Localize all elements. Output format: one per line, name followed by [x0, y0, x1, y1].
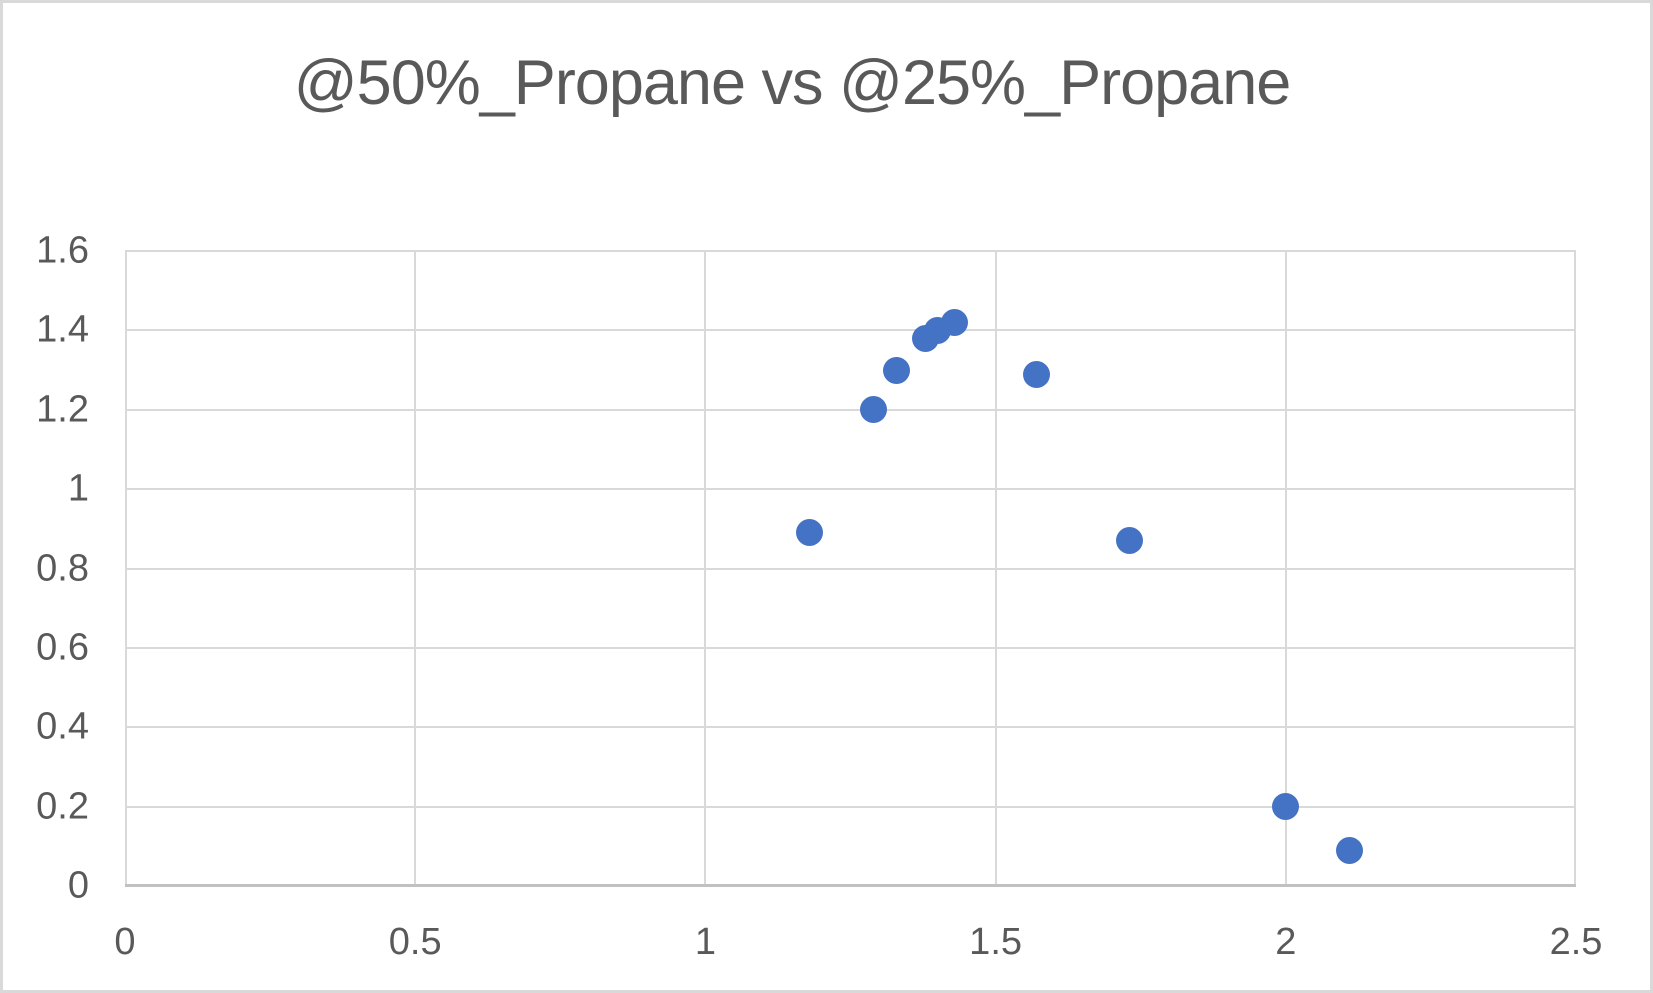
gridline-horizontal [125, 408, 1576, 411]
gridline-horizontal [125, 329, 1576, 332]
gridline-horizontal [125, 488, 1576, 491]
data-point [1115, 527, 1143, 555]
y-tick-label: 1.2 [36, 388, 89, 431]
x-tick-label: 2 [1275, 921, 1297, 963]
data-point [1336, 836, 1364, 864]
x-tick-label: 1 [694, 921, 716, 963]
gridline-horizontal [125, 726, 1576, 729]
gridline-horizontal [125, 250, 1576, 252]
data-point [1022, 360, 1050, 388]
data-point [860, 396, 888, 424]
y-tick-label: 1.6 [36, 229, 89, 272]
gridline-vertical [704, 251, 707, 886]
x-tick-label: 0.5 [388, 921, 442, 963]
gridline-vertical [994, 251, 997, 886]
gridline-vertical [414, 251, 417, 886]
chart-title: @50%_Propane vs @25%_Propane [293, 48, 1292, 118]
x-tick-label: 0 [114, 921, 136, 963]
gridline-horizontal [125, 805, 1576, 808]
data-point [1272, 793, 1300, 821]
gridline-vertical [125, 251, 127, 886]
y-tick-label: 0.2 [36, 785, 89, 828]
x-tick-label: 2.5 [1549, 921, 1603, 963]
gridline-vertical [1284, 251, 1287, 886]
plot-area [125, 250, 1576, 887]
data-point [941, 308, 969, 336]
data-point [796, 519, 824, 547]
y-tick-label: 1 [67, 467, 89, 510]
y-tick-label: 1.4 [36, 308, 89, 351]
y-tick-label: 0.4 [36, 705, 89, 748]
x-tick-label: 1.5 [969, 921, 1023, 963]
x-axis-line [125, 884, 1576, 887]
data-point [883, 356, 911, 384]
y-tick-label: 0 [67, 864, 89, 907]
gridline-horizontal [125, 646, 1576, 649]
y-tick-label: 0.6 [36, 626, 89, 669]
gridline-horizontal [125, 567, 1576, 570]
gridline-vertical [1574, 251, 1576, 886]
y-tick-label: 0.8 [36, 547, 89, 589]
